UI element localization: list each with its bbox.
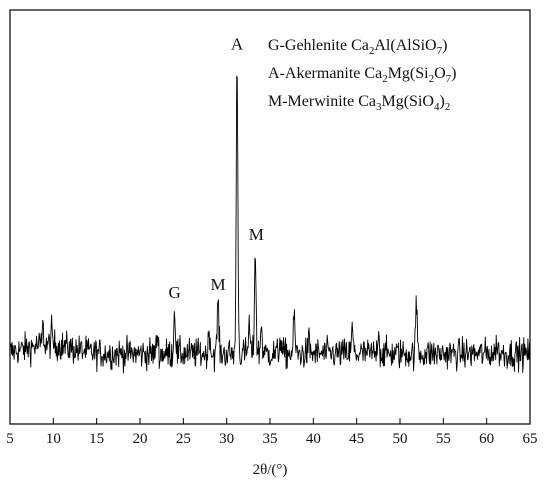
peak-label-g: G xyxy=(169,283,181,302)
x-tick-label: 45 xyxy=(349,431,364,447)
legend-subscript: 7 xyxy=(437,45,443,57)
legend-text-run: Al(AlSiO xyxy=(374,37,436,54)
peak-label-a: A xyxy=(231,35,244,54)
legend-subscript: 4 xyxy=(434,101,440,113)
legend-text-run: ) xyxy=(439,93,444,110)
x-tick-label: 10 xyxy=(46,431,61,447)
x-tick-label: 20 xyxy=(133,431,148,447)
legend-text-run: Mg(Si xyxy=(388,65,429,82)
x-tick-label: 15 xyxy=(89,431,104,447)
legend-text-run: G-Gehlenite Ca xyxy=(268,37,369,54)
x-tick-label: 30 xyxy=(219,431,234,447)
x-tick-label: 65 xyxy=(523,431,538,447)
peak-label-m: M xyxy=(210,275,225,294)
legend-subscript: 7 xyxy=(446,73,452,85)
x-tick-label: 60 xyxy=(479,431,494,447)
legend-subscript: 3 xyxy=(376,101,382,113)
legend-entry: M-Merwinite Ca3Mg(SiO4)2 xyxy=(268,93,450,113)
x-tick-label: 5 xyxy=(6,431,14,447)
legend-text-run: Mg(SiO xyxy=(381,93,433,110)
x-tick-label: 35 xyxy=(263,431,278,447)
peak-labels: G M A M xyxy=(169,35,264,302)
x-axis-ticks xyxy=(9,418,531,424)
peak-label-m: M xyxy=(249,225,264,244)
x-tick-label: 55 xyxy=(436,431,451,447)
x-axis-tick-labels: 5 10 15 20 25 30 35 40 45 50 55 60 65 xyxy=(6,431,537,447)
legend-subscript: 2 xyxy=(429,73,435,85)
legend-entry: A-Akermanite Ca2Mg(Si2O7) xyxy=(268,65,456,85)
legend-subscript: 2 xyxy=(382,73,388,85)
xrd-pattern-line xyxy=(9,75,531,374)
x-tick-label: 50 xyxy=(393,431,408,447)
legend-text-run: O xyxy=(434,65,446,82)
x-axis-title: 2θ/(°) xyxy=(253,462,288,478)
legend-text-run: ) xyxy=(451,65,456,82)
legend-subscript: 2 xyxy=(369,45,375,57)
legend-text-run: ) xyxy=(442,37,447,54)
x-tick-label: 25 xyxy=(176,431,191,447)
legend-subscript: 2 xyxy=(445,101,451,113)
legend-text-run: A-Akermanite Ca xyxy=(268,65,382,82)
legend: G-Gehlenite Ca2Al(AlSiO7)A-Akermanite Ca… xyxy=(268,37,456,113)
legend-text-run: M-Merwinite Ca xyxy=(268,93,376,110)
legend-entry: G-Gehlenite Ca2Al(AlSiO7) xyxy=(268,37,447,57)
x-tick-label: 40 xyxy=(306,431,321,447)
